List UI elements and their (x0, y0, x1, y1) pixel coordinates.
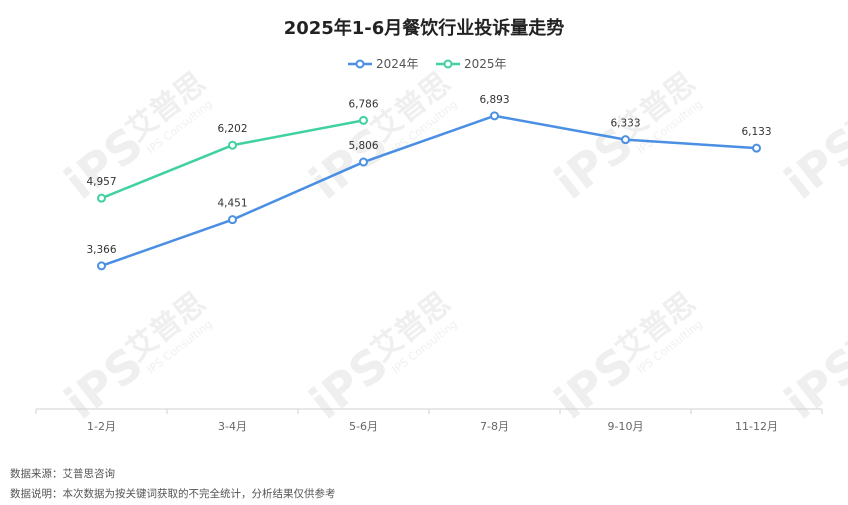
data-point (228, 140, 237, 150)
data-label: 6,333 (610, 118, 640, 130)
legend-item-2[interactable]: 2025年 (436, 57, 507, 71)
legend-item-1[interactable]: 2024年 (348, 57, 419, 71)
chart-title: 2025年1-6月餐饮行业投诉量走势 (284, 17, 565, 39)
x-tick-label: 3-4月 (218, 420, 247, 433)
series-layer: 3,366 4,451 5,806 6,893 6,333 6,133 4,957 6,202… (86, 94, 772, 271)
legend-marker (443, 59, 453, 69)
series-2: 4,957 6,202 6,786 (86, 98, 379, 203)
data-label: 3,366 (86, 244, 116, 256)
data-point (359, 157, 368, 167)
data-label: 6,786 (348, 98, 378, 110)
series-1: 3,366 4,451 5,806 6,893 6,333 6,133 (86, 94, 772, 271)
data-label: 5,806 (348, 140, 378, 152)
data-point (752, 143, 761, 153)
x-tick-label: 9-10月 (608, 420, 644, 433)
x-tick-label: 11-12月 (735, 420, 778, 433)
data-label: 4,957 (86, 176, 116, 188)
data-point (97, 193, 106, 203)
data-description-note: 数据说明：本次数据为按关键词获取的不完全统计，分析结果仅供参考 (10, 488, 336, 500)
data-point (97, 261, 106, 271)
data-point (621, 135, 630, 145)
data-point (359, 115, 368, 125)
watermark-logo: iPS (775, 336, 848, 429)
data-label: 6,893 (479, 94, 509, 106)
data-label: 6,202 (217, 123, 247, 135)
legend[interactable]: 2024年 2025年 (348, 57, 507, 71)
data-point (490, 111, 499, 121)
data-source-note: 数据来源：艾普思咨询 (10, 468, 115, 480)
x-tick-label: 5-6月 (349, 420, 378, 433)
series-line (101, 114, 757, 268)
data-point (228, 215, 237, 225)
data-label: 6,133 (741, 126, 771, 138)
x-tick-label: 7-8月 (480, 420, 509, 433)
legend-label: 2024年 (376, 57, 419, 71)
x-tick-label: 1-2月 (87, 420, 116, 433)
legend-marker (355, 59, 365, 69)
data-label: 4,451 (217, 198, 247, 210)
x-axis-ticks: 1-2月 3-4月 5-6月 7-8月 9-10月 11-12月 (35, 409, 823, 433)
legend-label: 2025年 (464, 57, 507, 71)
watermark-logo: iPS (775, 116, 848, 209)
